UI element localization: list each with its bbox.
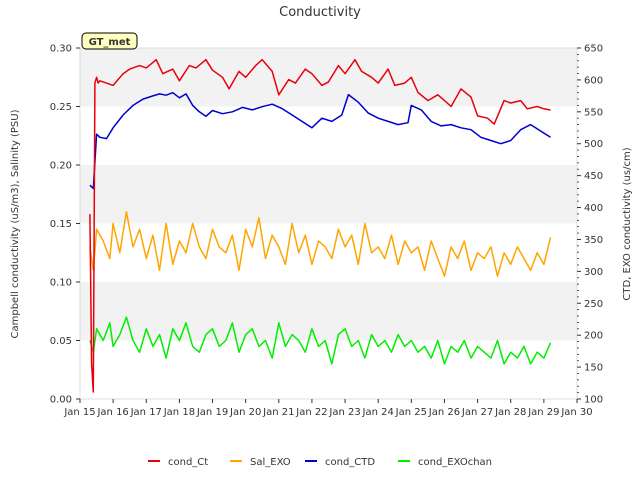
y-right-tick-label: 250	[584, 299, 603, 310]
background-band	[80, 48, 577, 107]
x-tick-label: Jan 19	[196, 407, 228, 418]
x-tick-label: Jan 15	[63, 407, 95, 418]
series-line-cond-exochan	[89, 316, 552, 365]
series-lines	[89, 58, 552, 393]
y-axis-right-label: CTD, EXO conductivity (us/cm)	[622, 147, 633, 300]
station-badge-box	[81, 32, 138, 50]
x-tick-label: Jan 26	[428, 407, 460, 418]
series-line-cond-ct	[89, 58, 551, 393]
y-right-tick-label: 150	[584, 363, 603, 374]
station-badge: GT_met	[81, 32, 138, 50]
y-right-tick-label: 450	[584, 171, 603, 182]
legend: cond_Ct Sal_EXO cond_CTD cond_EXOchan	[148, 457, 492, 468]
chart-title: Conductivity	[279, 5, 361, 20]
y-right-tick-label: 600	[584, 75, 603, 86]
background-band	[80, 282, 577, 341]
y-right-tick-label: 500	[584, 139, 603, 150]
legend-label: cond_EXOchan	[418, 457, 492, 468]
y-right-tick-label: 200	[584, 331, 603, 342]
x-axis: Jan 15 Jan 16 Jan 17 Jan 18 Jan 19 Jan 20 Jan …	[63, 399, 593, 418]
y-left-tick-label: 0.10	[50, 278, 72, 289]
x-tick-label: Jan 18	[163, 407, 195, 418]
x-tick-label: Jan 23	[328, 407, 360, 418]
legend-label: cond_CTD	[325, 457, 375, 468]
x-tick-label: Jan 28	[494, 407, 526, 418]
y-right-tick-label: 550	[584, 107, 603, 118]
y-right-tick-label: 300	[584, 267, 603, 278]
series-line-cond-ctd	[89, 91, 551, 190]
x-tick-label: Jan 17	[130, 407, 162, 418]
x-tick-label: Jan 22	[295, 407, 327, 418]
legend-label: cond_Ct	[168, 457, 208, 468]
y-left-tick-label: 0.15	[50, 219, 72, 230]
x-tick-label: Jan 24	[362, 407, 394, 418]
y-left-tick-label: 0.05	[50, 336, 72, 347]
y-left-tick-label: 0.30	[50, 44, 72, 55]
x-tick-label: Jan 16	[96, 407, 128, 418]
y-axis-left-label: Campbell conductivity (uS/m3), Salinity …	[10, 109, 21, 338]
x-tick-label: Jan 29	[527, 407, 559, 418]
y-left-tick-label: 0.25	[50, 102, 72, 113]
y-left-tick-label: 0.20	[50, 161, 72, 172]
x-tick-label: Jan 21	[262, 407, 294, 418]
x-tick-label: Jan 25	[395, 407, 427, 418]
y-axis-left: 0.00 0.05 0.10 0.15 0.20 0.25 0.30	[50, 44, 80, 406]
y-right-tick-label: 350	[584, 235, 603, 246]
y-right-tick-label: 400	[584, 203, 603, 214]
y-left-tick-label: 0.00	[50, 395, 72, 406]
x-tick-label: Jan 30	[560, 407, 592, 418]
y-right-tick-label: 650	[584, 44, 603, 55]
x-tick-label: Jan 20	[229, 407, 261, 418]
background-bands	[80, 48, 577, 341]
legend-label: Sal_EXO	[250, 457, 291, 468]
x-tick-label: Jan 27	[461, 407, 493, 418]
series-line-sal-exo	[89, 211, 552, 277]
y-axis-right: 100 150 200 250 300 350 400 450 500 550 600 650	[577, 44, 603, 406]
background-band	[80, 165, 577, 224]
y-right-tick-label: 100	[584, 395, 603, 406]
station-badge-label: GT_met	[89, 37, 131, 48]
